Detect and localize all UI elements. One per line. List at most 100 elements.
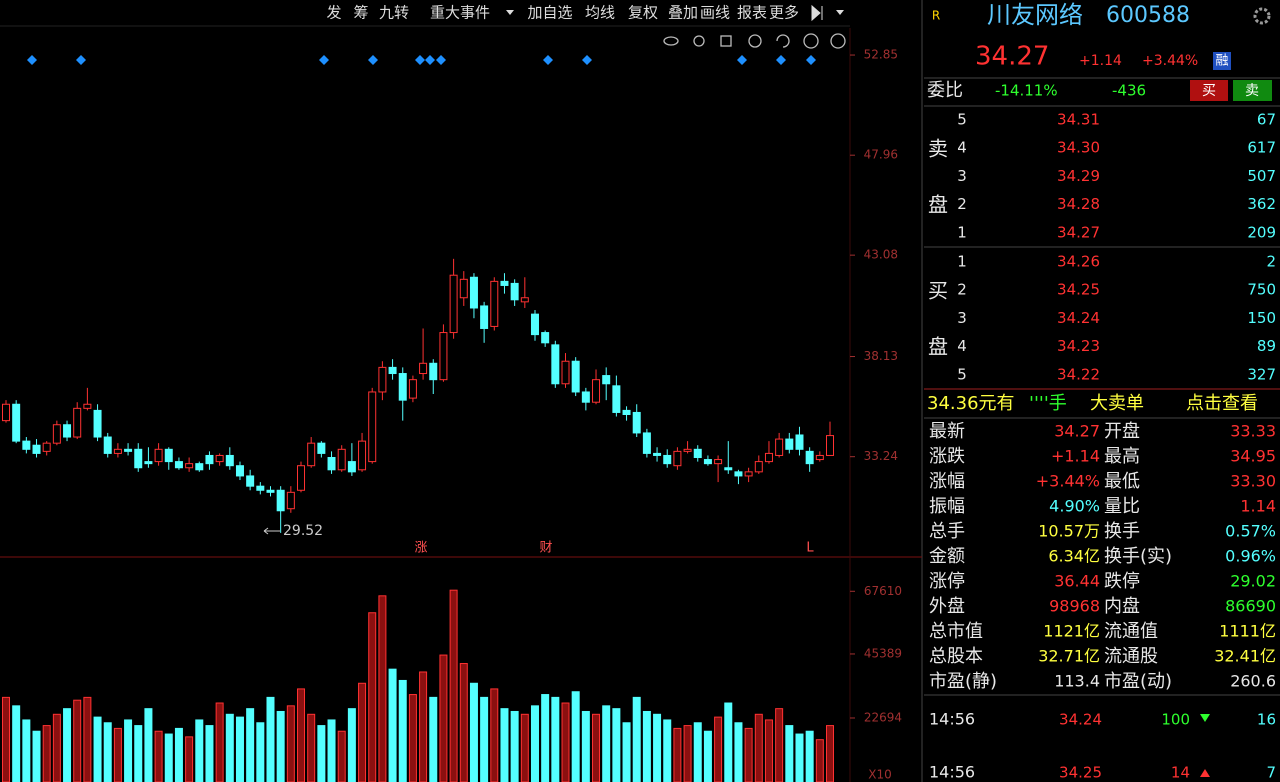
- tool-undo[interactable]: [776, 34, 790, 48]
- volume-bar: [42, 725, 51, 782]
- volume-bar: [256, 722, 265, 782]
- candle-body: [805, 450, 814, 465]
- level: 3: [957, 309, 967, 327]
- stat-value: +1.14: [1051, 447, 1100, 466]
- toolbar-item[interactable]: 复权: [628, 4, 658, 22]
- tool-hand[interactable]: [748, 34, 762, 48]
- volume-bar: [347, 708, 356, 782]
- candle-body: [490, 280, 499, 327]
- toolbar-item[interactable]: 九转: [379, 4, 409, 22]
- volume-bar: [703, 730, 712, 782]
- candle-body: [714, 459, 723, 465]
- stat-value: 36.44: [1054, 572, 1100, 591]
- side-label: 盘: [928, 335, 948, 359]
- candle-body: [693, 448, 702, 459]
- stat-label: 金额: [929, 546, 965, 567]
- event-label[interactable]: L: [806, 541, 814, 556]
- level: 3: [957, 167, 967, 185]
- gear-icon[interactable]: [1253, 7, 1271, 25]
- toolbar-item[interactable]: 报表: [737, 4, 767, 22]
- toolbar-item[interactable]: 筹: [353, 4, 368, 22]
- candle-body: [663, 454, 672, 465]
- candle-body: [429, 362, 438, 381]
- candle-body: [795, 434, 804, 450]
- y-tick-label: 52.85: [864, 48, 898, 62]
- stat-value: 4.90%: [1049, 497, 1100, 516]
- event-marker[interactable]: [368, 55, 378, 65]
- dropdown-arrow[interactable]: [506, 10, 514, 15]
- event-marker[interactable]: [737, 55, 747, 65]
- stock-code: 600588: [1106, 3, 1190, 28]
- side-label: 买: [928, 279, 948, 303]
- toolbar-item[interactable]: 发: [326, 4, 341, 22]
- buy-button-label[interactable]: 买: [1202, 83, 1216, 99]
- toolbar-item[interactable]: 加自选: [527, 4, 572, 22]
- candle-body: [541, 332, 550, 344]
- stat-value: 33.33: [1230, 422, 1276, 441]
- event-marker[interactable]: [425, 55, 435, 65]
- order-volume: 617: [1247, 139, 1276, 157]
- volume-bar: [235, 716, 244, 782]
- event-marker[interactable]: [543, 55, 553, 65]
- buy-button[interactable]: [1190, 80, 1228, 101]
- big-order-text: 大卖单: [1090, 393, 1144, 414]
- toolbar-item[interactable]: 更多: [769, 4, 799, 22]
- stat-value: 34.95: [1230, 447, 1276, 466]
- order-price: 34.31: [1057, 111, 1100, 129]
- tool-zoom-out[interactable]: [830, 33, 846, 49]
- event-marker[interactable]: [436, 55, 446, 65]
- big-order-text[interactable]: 点击查看: [1186, 393, 1258, 414]
- expand-arrow[interactable]: [811, 4, 823, 22]
- candle-body: [764, 452, 773, 463]
- tool-eye[interactable]: [663, 36, 679, 46]
- tool-zoom-in[interactable]: [803, 33, 819, 49]
- event-marker[interactable]: [776, 55, 786, 65]
- event-marker[interactable]: [76, 55, 86, 65]
- order-volume: 362: [1247, 195, 1276, 213]
- event-marker[interactable]: [582, 55, 592, 65]
- candle-body: [256, 485, 265, 491]
- order-price: 34.26: [1057, 253, 1100, 271]
- sell-button-label[interactable]: 卖: [1245, 83, 1259, 99]
- volume-bar: [225, 713, 234, 782]
- candle-body: [73, 407, 82, 438]
- candle-body: [134, 448, 143, 469]
- candle-body: [63, 424, 72, 438]
- event-label[interactable]: 涨: [414, 541, 427, 556]
- sell-button[interactable]: [1233, 80, 1272, 101]
- order-volume: 507: [1247, 167, 1276, 185]
- volume-bar: [785, 725, 794, 782]
- dropdown-arrow[interactable]: [836, 10, 844, 15]
- event-marker[interactable]: [27, 55, 37, 65]
- event-marker[interactable]: [415, 55, 425, 65]
- stat-value: 32.41亿: [1214, 647, 1276, 666]
- volume-bar: [388, 668, 397, 782]
- candle-body: [347, 461, 356, 473]
- event-marker[interactable]: [319, 55, 329, 65]
- volume-bar: [581, 710, 590, 782]
- candle-body: [744, 471, 753, 477]
- candle-body: [246, 475, 255, 487]
- toolbar-item[interactable]: 均线: [585, 4, 615, 22]
- y-tick-label: 45389: [864, 646, 902, 660]
- order-volume: 750: [1247, 281, 1276, 299]
- stat-value: 1111亿: [1219, 622, 1276, 641]
- change: +1.14: [1079, 53, 1122, 69]
- gear[interactable]: [1253, 7, 1271, 25]
- tool-cut[interactable]: [693, 35, 705, 47]
- toolbar-item[interactable]: 叠加: [668, 4, 698, 22]
- event-marker[interactable]: [806, 55, 816, 65]
- toolbar-item[interactable]: 重大事件: [430, 4, 490, 22]
- trade-count: 16: [1257, 711, 1276, 729]
- candle-body: [592, 379, 601, 403]
- tag: 融: [1215, 54, 1228, 69]
- side-label: 卖: [928, 137, 948, 161]
- volume-bar: [73, 699, 82, 782]
- stat-label: 涨幅: [929, 471, 965, 492]
- toolbar-item[interactable]: 画线: [700, 4, 730, 22]
- volume-bar: [215, 702, 224, 782]
- level: 1: [957, 223, 967, 241]
- tool-lock[interactable]: [720, 35, 732, 47]
- event-label[interactable]: 财: [539, 541, 552, 556]
